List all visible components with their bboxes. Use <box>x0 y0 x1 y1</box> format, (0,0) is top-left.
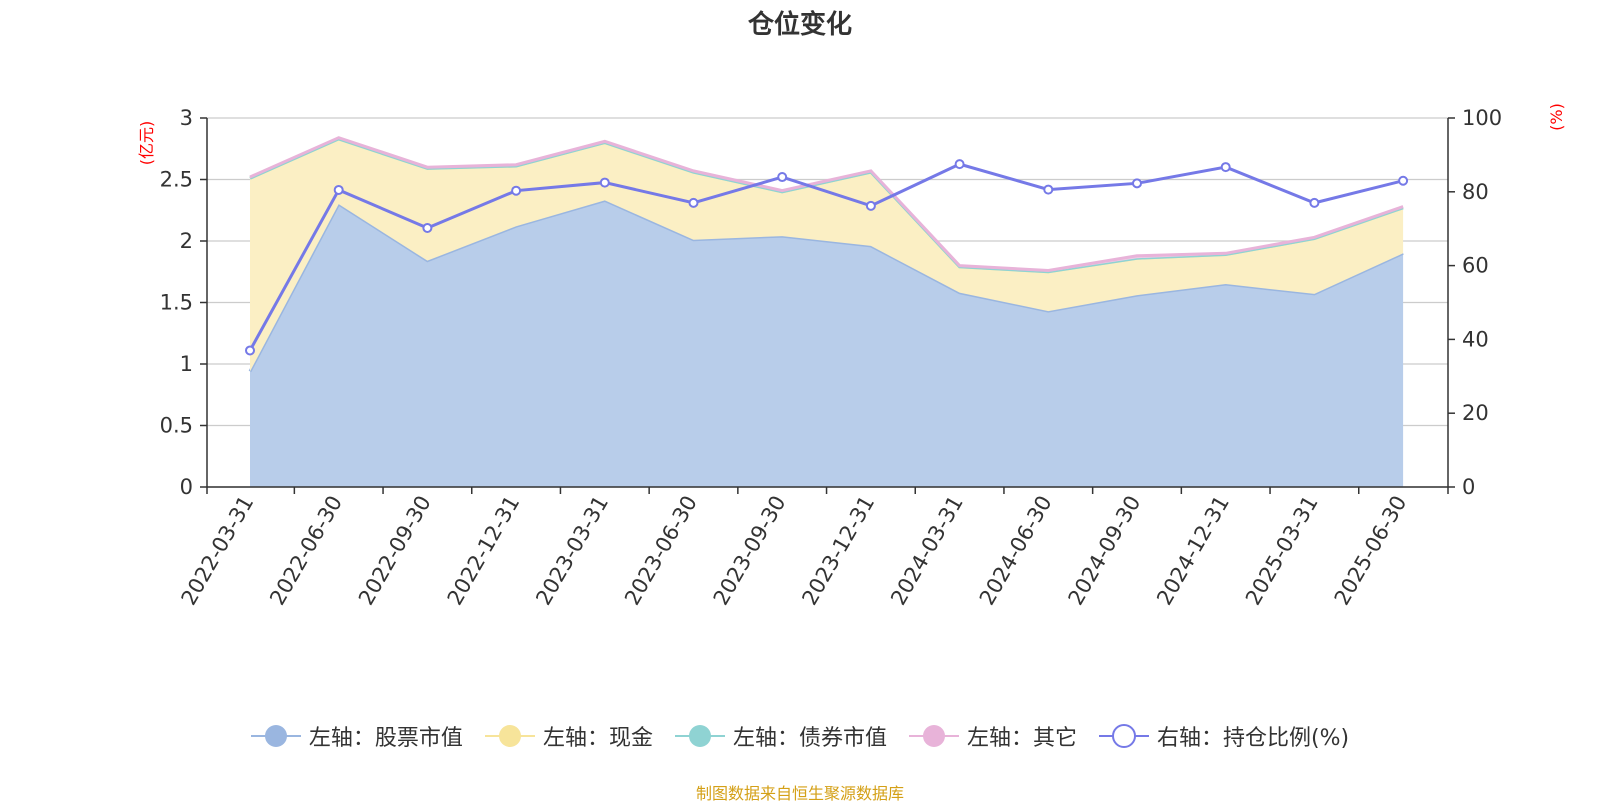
area-fill-2 <box>250 138 1404 372</box>
ratio-point <box>245 345 255 356</box>
right-tick-label: 20 <box>1462 401 1489 425</box>
legend-label: 右轴：持仓比例(%) <box>1156 726 1350 751</box>
x-tick-label: 2023-09-30 <box>709 492 791 610</box>
legend-item[interactable]: 左轴：其它 <box>908 720 1077 752</box>
legend-swatch <box>484 725 535 747</box>
x-tick-label: 2022-09-30 <box>354 492 436 610</box>
right-tick-label: 60 <box>1462 254 1489 278</box>
source-note: 制图数据来自恒生聚源数据库 <box>695 784 904 803</box>
legend-swatch <box>674 725 725 747</box>
right-tick-label: 0 <box>1462 475 1475 499</box>
ratio-point <box>1398 175 1409 186</box>
x-tick-label: 2022-06-30 <box>265 492 347 610</box>
right-tick-label: 80 <box>1462 180 1489 204</box>
ratio-point <box>688 197 699 208</box>
x-tick-label: 2023-12-31 <box>797 492 879 610</box>
left-tick-label: 3 <box>180 106 193 130</box>
ratio-point <box>333 184 344 195</box>
right-tick-label: 40 <box>1462 327 1489 351</box>
ratio-point <box>422 222 433 233</box>
x-tick-label: 2025-03-31 <box>1241 492 1323 610</box>
area-series <box>248 136 1404 487</box>
legend-swatch <box>1098 724 1149 748</box>
ratio-point <box>954 159 965 170</box>
x-tick-label: 2025-06-30 <box>1330 492 1412 610</box>
legend-label: 左轴：债券市值 <box>732 726 887 751</box>
x-tick-label: 2023-06-30 <box>620 492 702 610</box>
left-tick-label: 2 <box>180 229 193 253</box>
x-tick-label: 2024-03-31 <box>886 492 968 610</box>
right-axis-unit: (%) <box>1547 103 1566 131</box>
ratio-point <box>1220 162 1231 173</box>
area-fill-1 <box>250 200 1404 487</box>
right-tick-label: 100 <box>1462 106 1502 130</box>
ratio-point <box>1132 178 1142 189</box>
left-tick-label: 0 <box>180 475 193 499</box>
legend-label: 左轴：股票市值 <box>308 726 463 751</box>
ratio-point <box>1043 184 1054 195</box>
ratio-line-series <box>245 159 1409 356</box>
ratio-point <box>599 177 610 188</box>
legend-item[interactable]: 左轴：债券市值 <box>674 720 887 752</box>
x-tick-label: 2024-12-31 <box>1152 492 1234 610</box>
left-tick-label: 1 <box>180 352 193 376</box>
legend-swatch <box>250 725 301 747</box>
legend: 左轴：股票市值 左轴：现金 左轴：债券市值 左轴：其它 右轴：持仓比例(%) <box>0 720 1600 752</box>
area-line-4 <box>249 136 1404 273</box>
left-tick-label: 0.5 <box>160 414 193 438</box>
left-tick-label: 1.5 <box>160 291 193 315</box>
legend-label: 左轴：现金 <box>542 726 653 751</box>
left-axis-unit: (亿元) <box>137 121 156 166</box>
x-tick-label: 2024-06-30 <box>975 492 1057 610</box>
ratio-point <box>1309 197 1320 208</box>
legend-item[interactable]: 左轴：现金 <box>484 720 653 752</box>
legend-label: 左轴：其它 <box>966 726 1077 751</box>
ratio-point <box>511 185 522 196</box>
legend-item[interactable]: 左轴：股票市值 <box>250 720 463 752</box>
x-tick-label: 2023-03-31 <box>531 492 613 610</box>
ratio-point <box>777 172 788 183</box>
chart-title: 仓位变化 <box>747 10 852 40</box>
left-tick-label: 2.5 <box>160 168 193 192</box>
ratio-point <box>865 200 876 211</box>
legend-item[interactable]: 右轴：持仓比例(%) <box>1098 720 1350 752</box>
x-tick-label: 2024-09-30 <box>1064 492 1146 610</box>
x-tick-label: 2022-03-31 <box>177 492 259 610</box>
ratio-line <box>248 162 1404 352</box>
legend-swatch <box>908 725 959 747</box>
x-tick-label: 2022-12-31 <box>443 492 525 610</box>
